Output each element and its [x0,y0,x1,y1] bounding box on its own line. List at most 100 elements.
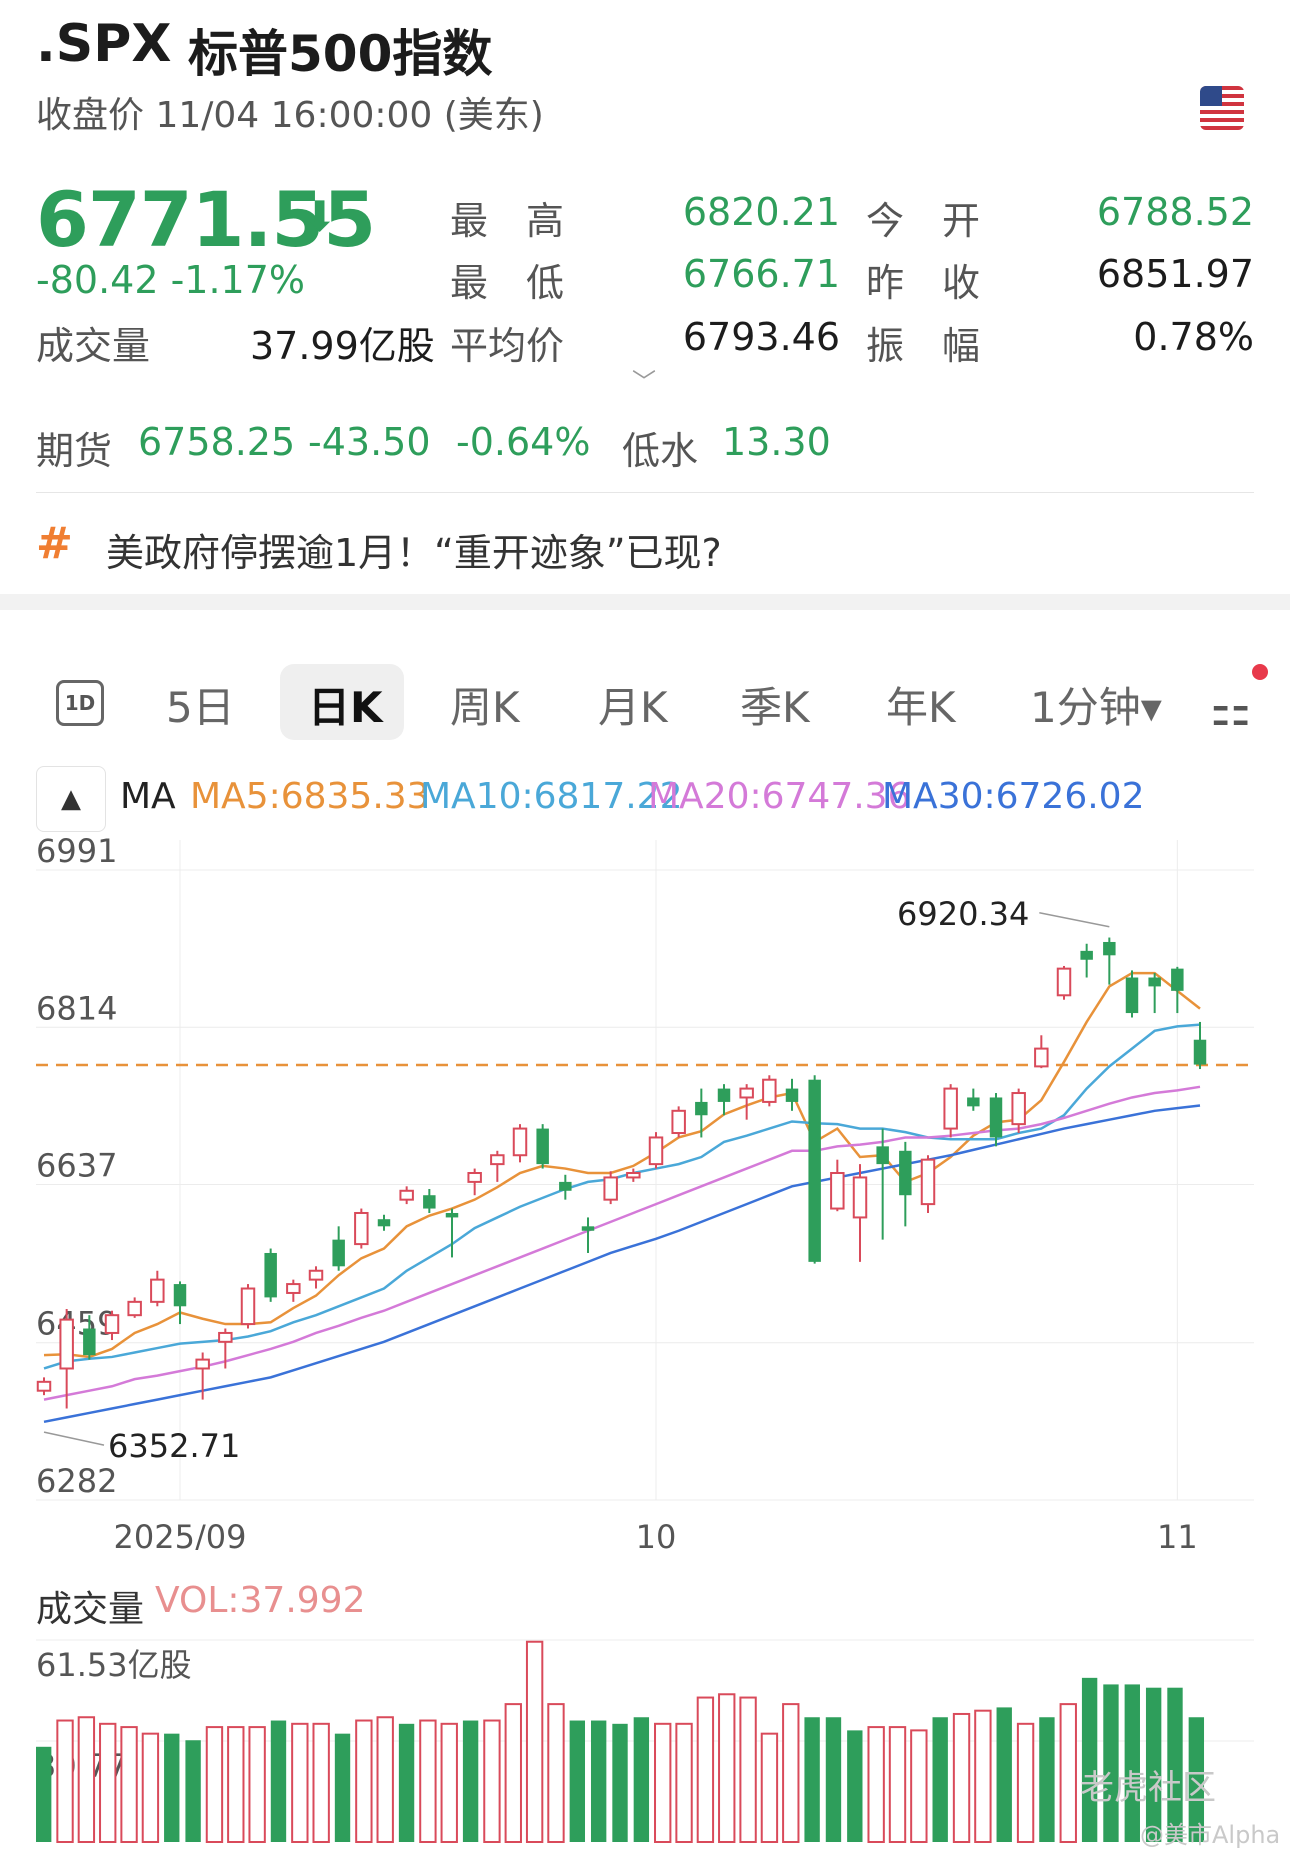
candle-body-up [739,1087,754,1099]
candle-body-down [1193,1039,1207,1065]
tab-1d-icon[interactable]: 1D [56,680,104,726]
vol-bar-up [56,1719,74,1843]
candle-body-up [852,1176,868,1219]
candle-body-up [943,1087,958,1130]
ma20-value: MA20:6747.36 [648,776,911,817]
stat-value-prev-close: 6851.97 [1096,252,1254,296]
candlestick-chart[interactable]: 6991 6814 6637 6459 6282 2025/09 10 11 6920.34 63… [0,830,1290,1550]
vol-bar-down [1145,1687,1162,1842]
candle-body-down [785,1088,799,1102]
tab-1min[interactable]: 1分钟▾ [1030,683,1162,732]
stat-label-high: 最 高 [450,199,565,243]
news-headline[interactable]: 美政府停摆逾1月！“重开迹象”已现? [106,531,722,575]
vol-bar-down [590,1720,607,1842]
ma5-value: MA5:6835.33 [190,776,430,817]
collapse-toggle-icon[interactable]: ▲ [36,766,106,832]
candle-body-down [536,1128,549,1165]
vol-bar-up [547,1703,565,1843]
candle-body-down [173,1284,187,1307]
stat-label-amplitude: 振 幅 [866,324,981,368]
vol-bar-up [483,1719,501,1843]
volume-chart[interactable]: 61.53亿股30.77 [0,1630,1290,1856]
vol-bar-up [1016,1722,1035,1843]
y-tick-label: 6991 [36,832,117,870]
futures-price: 6758.25 [138,420,296,464]
vol-bar-down [185,1740,201,1842]
candle-body-up [1056,967,1072,997]
volume-label: 成交量 [36,324,151,368]
volume-indicator: VOL:37.992 [155,1580,366,1621]
vol-bar-up [1059,1703,1077,1843]
vol-bar-down [36,1746,52,1842]
stat-value-avg: 6793.46 [682,315,840,359]
basis-value: 13.30 [722,420,831,464]
vol-bar-up [718,1693,736,1844]
index-name: 标普500指数 [188,25,493,83]
ma-line-ma30 [43,1104,1201,1424]
candle-body-down [1080,950,1093,960]
ma10-value: MA10:6817.22 [420,776,683,817]
vol-bar-up [227,1726,245,1843]
us-flag-icon [1200,86,1244,130]
candle-body-up [150,1278,165,1303]
vol-bar-down [1167,1687,1183,1842]
candle-body-up [671,1109,686,1135]
candle-body-up [127,1300,142,1317]
candle-body-down [967,1097,980,1107]
vol-bar-down [1188,1717,1205,1842]
stat-value-open: 6788.52 [1096,190,1254,234]
basis-label: 低水 [622,429,699,473]
candle-body-up [1011,1092,1026,1126]
tab-daily-k[interactable]: 日K [308,683,383,732]
candle-body-up [512,1127,528,1157]
high-annotation-leader [1039,912,1110,928]
vol-bar-down [569,1720,586,1842]
vol-bar-down [334,1733,351,1842]
vol-bar-down [1081,1677,1098,1842]
vol-bar-down [825,1717,842,1842]
stat-label-low: 最 低 [450,261,565,305]
y-tick-label: 6814 [36,989,117,1027]
hashtag-icon: # [36,518,73,569]
candle-body-down [1148,977,1161,987]
stat-label-open: 今 开 [866,199,981,243]
notification-dot [1252,664,1268,680]
ma-line-ma20 [43,1085,1201,1401]
vol-bar-up [355,1719,373,1843]
candle-body-down [1125,977,1139,1014]
vol-bar-up [654,1722,672,1843]
down-arrow-icon: ⬇ [302,192,338,241]
tab-monthly-k[interactable]: 月K [598,683,668,732]
candle-body-up [195,1358,210,1370]
stat-value-amplitude: 0.78% [1133,315,1254,359]
low-annotation-leader [43,1431,105,1446]
vol-bar-down [633,1717,650,1842]
chevron-down-icon[interactable]: ﹀ [632,368,656,396]
vol-bar-down [1103,1684,1119,1842]
vol-bar-up [205,1726,224,1843]
candle-body-up [218,1331,233,1343]
candle-body-up [308,1269,324,1281]
candle-body-down [717,1088,731,1102]
vol-bar-up [910,1729,928,1843]
vol-bar-up [99,1722,117,1843]
vol-bar-down [462,1720,479,1842]
vol-bar-down [398,1723,415,1842]
active-tab-highlight [280,664,404,740]
candle-body-up [240,1287,256,1326]
tab-quarterly-k[interactable]: 季K [740,683,810,732]
tab-yearly-k[interactable]: 年K [886,683,956,732]
volume-title: 成交量 [36,1589,145,1630]
grid-menu-icon[interactable]: ⚏ [1210,682,1252,736]
symbol: .SPX [36,14,172,74]
candle-body-up [626,1172,641,1179]
vol-bar-up [120,1726,138,1843]
candle-body-down [377,1219,391,1227]
vol-bar-up [952,1712,971,1844]
candle-body-down [808,1079,821,1262]
candle-body-up [490,1154,505,1166]
candle-body-down [1171,968,1184,991]
vol-bar-up [419,1719,437,1843]
tab-weekly-k[interactable]: 周K [450,683,520,732]
tab-5day[interactable]: 5日 [166,683,235,732]
